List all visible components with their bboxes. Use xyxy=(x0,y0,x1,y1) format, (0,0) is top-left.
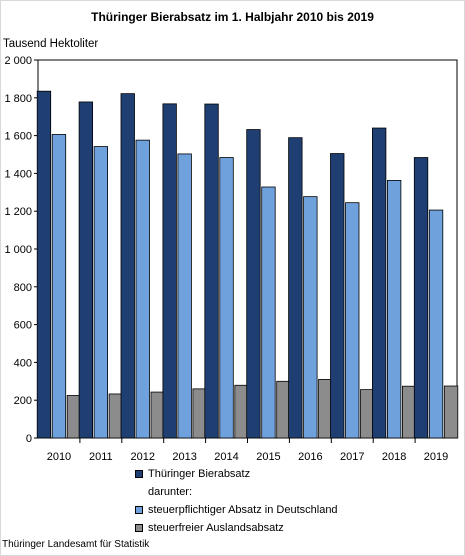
bar-2011-series-1 xyxy=(78,101,93,439)
bar-2014-series-2 xyxy=(219,157,234,439)
bar-2013-series-3 xyxy=(192,388,207,439)
y-axis-label: Tausend Hektoliter xyxy=(3,38,99,50)
x-tick-label: 2014 xyxy=(214,451,238,463)
bar-2017-series-1 xyxy=(330,153,345,439)
bar-2012-series-2 xyxy=(135,139,150,439)
bar-2011-series-3 xyxy=(108,393,123,439)
legend: Thüringer Bierabsatz darunter: steuerpfl… xyxy=(135,465,338,537)
x-tick-label: 2011 xyxy=(89,451,113,463)
y-tick-label: 200 xyxy=(14,395,32,407)
y-tick-label: 1 600 xyxy=(4,131,32,143)
bar-2016-series-1 xyxy=(288,137,303,439)
legend-subheading: darunter: xyxy=(148,486,193,498)
legend-item-domestic: steuerpflichtiger Absatz in Deutschland xyxy=(135,501,338,519)
bar-2018-series-3 xyxy=(401,385,417,439)
bar-2010-series-2 xyxy=(51,134,67,439)
bar-2013-series-1 xyxy=(162,103,177,439)
x-tick-label: 2017 xyxy=(340,451,364,463)
chart-title: Thüringer Bierabsatz im 1. Halbjahr 2010… xyxy=(91,10,374,24)
legend-label-export: steuerfreier Auslandsabsatz xyxy=(148,522,284,534)
y-tick-label: 1 400 xyxy=(4,168,32,180)
bar-2016-series-3 xyxy=(318,379,333,439)
bar-2012-series-1 xyxy=(120,93,135,439)
legend-swatch-export xyxy=(135,524,143,532)
x-tick-label: 2010 xyxy=(47,451,71,463)
y-tick-label: 1 200 xyxy=(4,206,32,218)
bar-2013-series-2 xyxy=(177,153,192,439)
legend-label-domestic: steuerpflichtiger Absatz in Deutschland xyxy=(148,504,338,516)
x-tick-label: 2012 xyxy=(131,451,155,463)
bar-2018-series-2 xyxy=(386,179,402,439)
bar-2012-series-3 xyxy=(150,391,165,439)
bar-2011-series-2 xyxy=(93,146,108,439)
x-tick-label: 2015 xyxy=(256,451,280,463)
legend-label-total: Thüringer Bierabsatz xyxy=(148,468,251,480)
bar-2015-series-2 xyxy=(261,186,276,439)
y-tick-label: 400 xyxy=(14,357,32,369)
legend-swatch-total xyxy=(135,470,143,478)
bar-2014-series-3 xyxy=(234,384,249,439)
y-tick-label: 2 000 xyxy=(4,55,32,67)
y-tick-label: 600 xyxy=(14,320,32,332)
bar-2010-series-1 xyxy=(36,90,52,439)
bar-2015-series-3 xyxy=(276,380,291,439)
x-tick-label: 2019 xyxy=(424,451,448,463)
x-tick-label: 2016 xyxy=(298,451,322,463)
y-tick-label: 1 000 xyxy=(4,244,32,256)
bar-2014-series-1 xyxy=(204,103,219,439)
source-note: Thüringer Landesamt für Statistik xyxy=(2,539,150,550)
bar-2016-series-2 xyxy=(303,196,318,439)
bar-2015-series-1 xyxy=(246,129,261,439)
bar-chart: 0 200 400 600 800 1 000 1 200 1 400 1 600 1 800 2 … xyxy=(4,55,459,463)
bar-2010-series-3 xyxy=(66,395,82,439)
bar-2019-series-3 xyxy=(443,385,459,439)
bar-2018-series-1 xyxy=(371,127,387,439)
y-tick-label: 800 xyxy=(14,282,32,294)
x-tick-label: 2013 xyxy=(172,451,196,463)
bar-2017-series-2 xyxy=(345,202,360,439)
legend-item-total: Thüringer Bierabsatz xyxy=(135,465,338,483)
legend-item-export: steuerfreier Auslandsabsatz xyxy=(135,519,338,537)
bar-2019-series-1 xyxy=(413,157,429,439)
y-tick-label: 0 xyxy=(26,433,32,445)
x-tick-label: 2018 xyxy=(382,451,406,463)
bar-2017-series-3 xyxy=(360,389,375,439)
bar-2019-series-2 xyxy=(428,209,444,439)
legend-swatch-domestic xyxy=(135,506,143,514)
y-tick-label: 1 800 xyxy=(4,93,32,105)
